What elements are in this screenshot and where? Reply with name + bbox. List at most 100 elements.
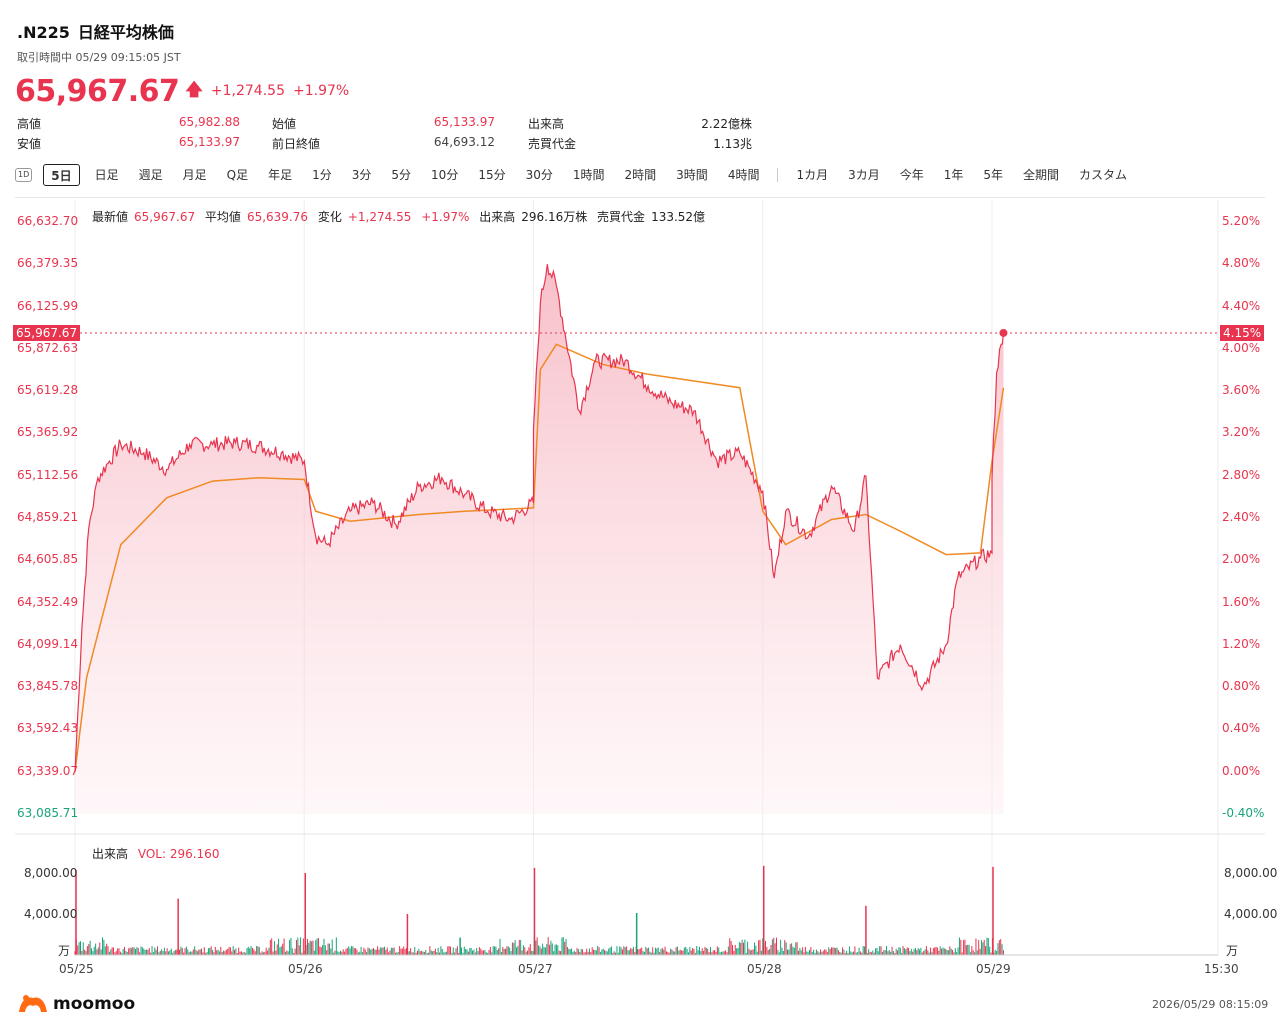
legend-vol-label: 出来高 xyxy=(479,210,516,224)
price-summary: 65,967.67 🡅 +1,274.55 +1.97% xyxy=(15,72,349,110)
pct-tick: 0.00% xyxy=(1222,763,1261,778)
price-tick: 63,339.07 xyxy=(17,763,79,778)
pct-tick: 2.00% xyxy=(1222,552,1261,567)
tab-custom[interactable]: カスタム xyxy=(1079,168,1128,182)
price-tick: 65,112.56 xyxy=(17,467,79,482)
pct-tick: 3.20% xyxy=(1222,425,1261,440)
average-price-line xyxy=(74,343,1005,772)
pct-tick: -0.40% xyxy=(1222,806,1265,820)
tab-5d[interactable]: 5日 xyxy=(43,164,80,186)
tab-3min[interactable]: 3分 xyxy=(351,168,372,182)
tab-yearly[interactable]: 年足 xyxy=(268,168,293,182)
intraday-toggle-icon[interactable]: 1D xyxy=(15,168,33,182)
last-price: 65,967.67 xyxy=(15,73,180,109)
tab-2h[interactable]: 2時間 xyxy=(624,168,657,182)
volume-title: 出来高 xyxy=(92,847,129,861)
volume-bars xyxy=(74,865,1004,955)
tab-divider xyxy=(777,168,779,182)
x-label-0529: 05/29 xyxy=(976,962,1011,976)
vol-tick-right-8000: 8,000.00 xyxy=(1224,866,1278,880)
legend-avg-value: 65,639.76 xyxy=(246,210,309,224)
legend-latest-label: 最新値 xyxy=(92,210,129,224)
price-tick: 63,845.78 xyxy=(17,679,79,694)
tab-3m-range[interactable]: 3カ月 xyxy=(848,168,880,182)
pct-tick: 4.80% xyxy=(1222,256,1261,271)
price-tick: 63,085.71 xyxy=(17,806,79,820)
tabs-divider xyxy=(15,197,1265,198)
pct-tick: 1.60% xyxy=(1222,594,1261,609)
x-label-0526: 05/26 xyxy=(288,962,323,976)
x-label-0527: 05/27 xyxy=(518,962,553,976)
instrument-name: 日経平均株価 xyxy=(77,23,174,42)
pct-tick: 1.20% xyxy=(1222,636,1261,651)
pct-tick: 0.40% xyxy=(1222,721,1261,736)
tab-4h[interactable]: 4時間 xyxy=(727,168,760,182)
tab-monthly[interactable]: 月足 xyxy=(182,168,207,182)
turnover-value: 1.13兆 xyxy=(713,137,752,151)
tab-5y[interactable]: 5年 xyxy=(983,168,1004,182)
vol-tick-left-8000: 8,000.00 xyxy=(24,866,78,880)
tab-all[interactable]: 全期間 xyxy=(1023,168,1060,182)
pct-tick: 5.20% xyxy=(1222,214,1261,228)
price-tick: 65,872.63 xyxy=(17,340,79,355)
price-tick: 63,592.43 xyxy=(17,721,79,736)
tab-1m-range[interactable]: 1カ月 xyxy=(796,168,829,182)
instrument-title: .N225 日経平均株価 xyxy=(17,19,174,43)
pct-tick: 3.60% xyxy=(1222,383,1261,398)
tab-quarterly[interactable]: Q足 xyxy=(226,168,249,182)
pct-tick: 4.00% xyxy=(1222,340,1261,355)
market-status: 取引時間中 05/29 09:15:05 JST xyxy=(17,51,181,64)
tab-10min[interactable]: 10分 xyxy=(431,168,459,182)
high-value: 65,982.88 xyxy=(178,115,240,129)
last-price-dot xyxy=(999,328,1008,337)
tab-1min[interactable]: 1分 xyxy=(312,168,332,182)
legend-latest-value: 65,967.67 xyxy=(134,210,196,224)
pct-tick: 0.80% xyxy=(1222,679,1261,694)
price-tick: 65,619.28 xyxy=(17,383,79,398)
legend-chg-pct: +1.97% xyxy=(421,210,470,224)
legend-chg-value: +1,274.55 xyxy=(347,210,412,224)
price-tick: 66,632.70 xyxy=(17,214,79,228)
x-label-0528: 05/28 xyxy=(747,962,782,976)
open-label: 始値 xyxy=(272,117,297,131)
x-label-0525: 05/25 xyxy=(59,962,94,976)
tab-ytd[interactable]: 今年 xyxy=(899,168,924,182)
prev-close-value: 64,693.12 xyxy=(433,135,495,149)
volume-value: 2.22億株 xyxy=(701,117,752,131)
price-tick: 64,352.49 xyxy=(17,594,79,609)
turnover-label: 売買代金 xyxy=(528,137,577,151)
vol-unit-right: 万 xyxy=(1226,944,1239,958)
moomoo-logo-icon xyxy=(19,995,47,1012)
up-arrow-icon: 🡅 xyxy=(185,79,203,100)
price-area xyxy=(75,264,1004,814)
pct-tick: 2.40% xyxy=(1222,510,1261,524)
price-line xyxy=(74,264,1005,772)
prev-close-label: 前日終値 xyxy=(272,137,321,151)
tab-3h[interactable]: 3時間 xyxy=(676,168,708,182)
legend-avg-label: 平均値 xyxy=(204,210,241,224)
legend-vol-value: 296.16万株 xyxy=(521,210,588,224)
tab-15min[interactable]: 15分 xyxy=(478,168,506,182)
vol-unit-left: 万 xyxy=(58,944,71,958)
footer-timestamp: 2026/05/29 08:15:09 xyxy=(1152,998,1269,1011)
pct-tick: 2.80% xyxy=(1222,467,1261,482)
vol-tick-left-4000: 4,000.00 xyxy=(24,907,78,921)
chart-legend: 最新値 65,967.67 平均値 65,639.76 変化 +1,274.55 +1… xyxy=(92,208,711,225)
moomoo-logo: moomoo xyxy=(17,992,135,1016)
low-label: 安値 xyxy=(17,137,42,151)
legend-turnover-value: 133.52億 xyxy=(651,210,706,224)
tab-1h[interactable]: 1時間 xyxy=(572,168,605,182)
tab-1y[interactable]: 1年 xyxy=(943,168,964,182)
tab-5min[interactable]: 5分 xyxy=(391,168,412,182)
open-value: 65,133.97 xyxy=(433,115,495,129)
last-price-badge: 65,967.67 xyxy=(13,325,81,341)
price-tick: 65,365.92 xyxy=(17,425,79,440)
tab-weekly[interactable]: 週足 xyxy=(138,168,163,182)
vol-tick-right-4000: 4,000.00 xyxy=(1224,907,1278,921)
last-pct-badge: 4.15% xyxy=(1220,325,1265,341)
ticker-symbol: .N225 xyxy=(17,23,70,42)
tab-30min[interactable]: 30分 xyxy=(525,168,553,182)
tab-daily[interactable]: 日足 xyxy=(94,168,119,182)
period-tabs: 1D 5日 日足 週足 月足 Q足 年足 1分 3分 5分 10分 15分 30… xyxy=(15,163,1137,187)
